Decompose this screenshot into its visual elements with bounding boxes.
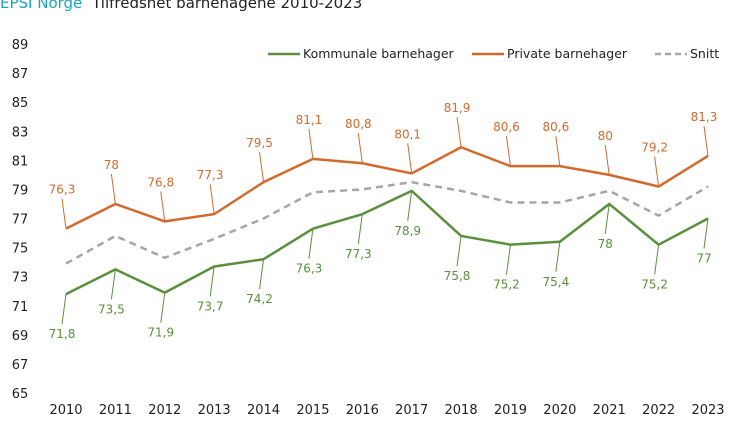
- data-label: 76,8: [147, 175, 174, 189]
- data-label: 75,2: [493, 278, 520, 292]
- x-tick-label: 2013: [198, 403, 231, 418]
- data-label: 75,2: [641, 278, 668, 292]
- x-tick-label: 2016: [346, 403, 379, 418]
- leader-line: [654, 156, 660, 187]
- leader-line: [357, 133, 363, 164]
- x-tick-label: 2015: [296, 403, 329, 418]
- leader-line: [209, 266, 215, 297]
- data-label: 81,9: [444, 101, 471, 115]
- y-tick-label: 83: [12, 125, 29, 140]
- leader-line: [555, 241, 561, 272]
- data-label: 81,3: [691, 110, 718, 124]
- data-label: 75,4: [542, 275, 569, 289]
- leader-line: [456, 235, 462, 267]
- data-label: 80: [598, 129, 613, 143]
- leader-line: [160, 191, 166, 222]
- chart-title: EPSI Norge Tilfredshet barnehagene 2010-…: [0, 0, 362, 12]
- y-tick-label: 77: [12, 213, 29, 228]
- legend-item: Snitt: [655, 46, 719, 61]
- x-tick-label: 2014: [247, 403, 280, 418]
- data-label: 76,3: [296, 262, 323, 276]
- data-label: 76,3: [49, 183, 76, 197]
- y-tick-label: 87: [12, 67, 29, 82]
- legend-item: Private barnehager: [472, 46, 628, 61]
- series-line-1: [65, 145, 709, 230]
- x-tick-label: 2010: [49, 403, 82, 418]
- x-tick-label: 2021: [593, 403, 626, 418]
- data-label: 77,3: [345, 247, 372, 261]
- leader-line: [505, 244, 511, 275]
- leader-line: [160, 292, 166, 323]
- data-label: 77,3: [197, 168, 224, 182]
- x-tick-label: 2018: [445, 403, 478, 418]
- leader-line: [703, 218, 709, 249]
- x-tick-label: 2012: [148, 403, 181, 418]
- y-tick-label: 67: [12, 358, 29, 373]
- leader-line: [308, 128, 314, 159]
- series-line-2: [65, 180, 709, 265]
- y-tick-label: 73: [12, 271, 29, 286]
- leader-line: [110, 173, 116, 205]
- legend-item: Kommunale barnehager: [268, 46, 455, 61]
- legend-label: Private barnehager: [507, 46, 628, 61]
- data-label: 77: [696, 252, 711, 266]
- data-label: 73,5: [98, 302, 125, 316]
- data-label: 79,2: [641, 141, 668, 155]
- data-label: 78: [104, 158, 119, 172]
- leader-line: [654, 244, 660, 275]
- series-line-0: [65, 189, 709, 296]
- data-label: 79,5: [246, 136, 273, 150]
- leader-line: [407, 143, 413, 174]
- data-label: 80,6: [493, 120, 520, 134]
- leader-line: [259, 259, 265, 290]
- leader-line: [703, 125, 709, 157]
- leader-line: [61, 294, 67, 325]
- y-tick-label: 75: [12, 242, 29, 257]
- leader-line: [110, 269, 116, 300]
- legend-label: Kommunale barnehager: [303, 46, 455, 61]
- x-tick-label: 2022: [642, 403, 675, 418]
- leader-line: [555, 136, 561, 167]
- data-label: 80,6: [542, 120, 569, 134]
- leader-line: [209, 184, 215, 215]
- data-label: 78,9: [394, 224, 421, 238]
- y-tick-label: 79: [12, 183, 29, 198]
- leader-line: [604, 203, 610, 235]
- y-tick-label: 85: [12, 96, 29, 111]
- leader-line: [357, 214, 363, 245]
- data-label: 75,8: [444, 269, 471, 283]
- y-tick-label: 71: [12, 300, 29, 315]
- leader-line: [604, 144, 610, 175]
- data-label: 71,8: [49, 327, 76, 341]
- y-tick-label: 89: [12, 38, 29, 53]
- leader-line: [505, 136, 511, 167]
- x-tick-label: 2011: [99, 403, 132, 418]
- title-text: Tilfredshet barnehagene 2010-2023: [91, 0, 362, 12]
- y-tick-label: 65: [12, 387, 29, 402]
- data-label: 80,8: [345, 117, 372, 131]
- x-tick-label: 2020: [543, 403, 576, 418]
- y-tick-label: 69: [12, 329, 29, 344]
- leader-line: [259, 152, 265, 183]
- data-label: 78: [598, 237, 613, 251]
- data-label: 73,7: [197, 299, 224, 313]
- title-brand: EPSI Norge: [0, 0, 82, 12]
- data-label: 74,2: [246, 292, 273, 306]
- data-label: 80,1: [394, 127, 421, 141]
- x-tick-label: 2019: [494, 403, 527, 418]
- data-label: 71,9: [147, 326, 174, 340]
- y-tick-label: 81: [12, 154, 29, 169]
- leader-line: [407, 190, 413, 221]
- x-tick-label: 2017: [395, 403, 428, 418]
- x-tick-label: 2023: [691, 403, 724, 418]
- legend-label: Snitt: [690, 46, 719, 61]
- leader-line: [61, 198, 67, 229]
- data-label: 81,1: [296, 113, 323, 127]
- leader-line: [308, 228, 314, 259]
- leader-line: [456, 117, 462, 148]
